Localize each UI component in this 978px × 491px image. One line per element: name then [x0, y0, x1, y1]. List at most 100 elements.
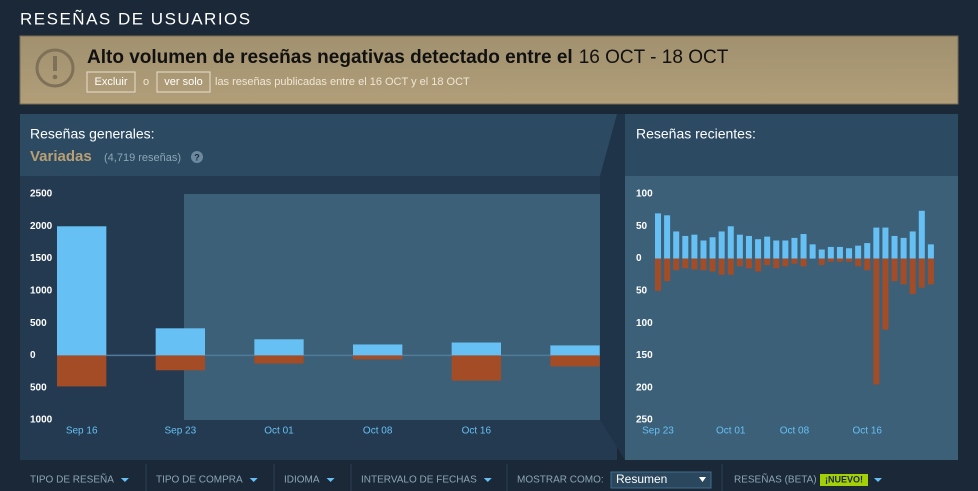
bar [655, 258, 662, 291]
help-icon[interactable] [191, 151, 203, 163]
bar [864, 258, 871, 271]
bar [800, 258, 807, 267]
filter-label[interactable]: TIPO DE RESEÑA [30, 473, 114, 486]
x-tick-label: Oct 16 [852, 426, 882, 437]
beta-label[interactable]: RESEÑAS (BETA) [734, 473, 817, 486]
alert-icon [35, 48, 75, 88]
filter-label[interactable]: INTERVALO DE FECHAS [361, 475, 477, 486]
bar [155, 328, 205, 356]
bar [353, 355, 403, 360]
bar [782, 240, 789, 259]
display-select[interactable] [610, 471, 712, 489]
bar [873, 227, 880, 259]
bar [927, 244, 934, 259]
bar [891, 258, 898, 282]
y-tick-label: 0 [30, 350, 36, 361]
bar [918, 258, 925, 288]
dropdown-arrow[interactable] [120, 478, 129, 482]
dropdown-arrow[interactable] [699, 477, 706, 482]
bar [855, 258, 862, 267]
bar [155, 355, 205, 371]
display-select-value[interactable]: Resumen [616, 472, 667, 486]
bar [700, 240, 707, 259]
bar [709, 258, 716, 272]
section-title: RESEÑAS DE USUARIOS [20, 9, 252, 28]
bar [818, 258, 825, 266]
y-tick-label: 50 [636, 221, 648, 232]
bar [254, 339, 304, 356]
only-button-label[interactable]: ver solo [164, 76, 203, 88]
dropdown-arrow[interactable] [874, 478, 882, 482]
y-tick-label: 250 [636, 415, 653, 426]
filter-bar [20, 462, 958, 491]
dropdown-arrow[interactable] [326, 478, 335, 482]
alert-icon [53, 56, 57, 71]
bar [846, 258, 853, 262]
y-tick-label: 150 [636, 350, 653, 361]
filter-label[interactable]: MOSTRAR COMO: [517, 475, 604, 486]
bar [764, 258, 771, 266]
x-tick-label: Sep 23 [642, 426, 674, 437]
help-icon[interactable]: ? [194, 152, 200, 162]
bar [57, 226, 107, 356]
bar [800, 234, 807, 259]
bar [682, 258, 689, 269]
alert-dates: 16 OCT - 18 OCT [579, 47, 729, 68]
bar [891, 235, 898, 259]
bar [254, 355, 304, 364]
y-tick-label: 1000 [30, 415, 53, 426]
x-tick-label: Oct 08 [780, 426, 810, 437]
alert-banner [19, 35, 959, 105]
filter-label[interactable]: TIPO DE COMPRA [156, 475, 243, 486]
bar [664, 215, 671, 259]
bar [909, 231, 916, 259]
x-tick-label: Oct 16 [462, 426, 492, 437]
bar [718, 258, 725, 275]
bar [836, 246, 843, 259]
exclude-button-label[interactable]: Excluir [94, 76, 127, 88]
y-tick-label: 100 [636, 189, 653, 200]
bar [745, 235, 752, 259]
overall-label: Reseñas generales: [30, 126, 155, 142]
y-tick-label: 1000 [30, 285, 53, 296]
filter-label[interactable]: IDIOMA [284, 475, 320, 486]
y-tick-label: 50 [636, 285, 648, 296]
alert-title: Alto volumen de reseñas negativas detect… [87, 47, 729, 68]
x-tick-label: Oct 01 [264, 426, 294, 437]
y-tick-label: 2500 [30, 189, 53, 200]
x-tick-label: Oct 08 [363, 426, 393, 437]
bar [827, 246, 834, 259]
bar [682, 235, 689, 259]
bar [745, 258, 752, 269]
bar [900, 258, 907, 285]
dropdown-arrow[interactable] [483, 478, 492, 482]
recent-label: Reseñas recientes: [636, 126, 756, 142]
y-tick-label: 500 [30, 382, 47, 393]
y-tick-label: 2000 [30, 221, 53, 232]
bar [873, 258, 880, 385]
y-tick-label: 1500 [30, 253, 53, 264]
bar [451, 342, 501, 356]
bar [827, 258, 834, 262]
new-badge [820, 474, 868, 486]
bar [700, 258, 707, 271]
bar [909, 258, 916, 295]
overall-rating: Variadas [30, 148, 92, 165]
bar [451, 355, 501, 381]
dropdown-arrow[interactable] [249, 478, 258, 482]
bar [727, 226, 734, 259]
bar [773, 240, 780, 259]
overall-header [20, 114, 617, 176]
only-button[interactable] [156, 71, 211, 93]
recent-chart-area [625, 176, 958, 460]
bar [550, 355, 600, 367]
bar [782, 258, 789, 267]
bar [918, 210, 925, 259]
exclude-button[interactable] [86, 71, 136, 93]
bar [727, 258, 734, 275]
bar [755, 258, 762, 272]
y-tick-label: 0 [636, 253, 642, 264]
alert-icon [52, 74, 58, 80]
x-tick-label: Oct 01 [716, 426, 746, 437]
